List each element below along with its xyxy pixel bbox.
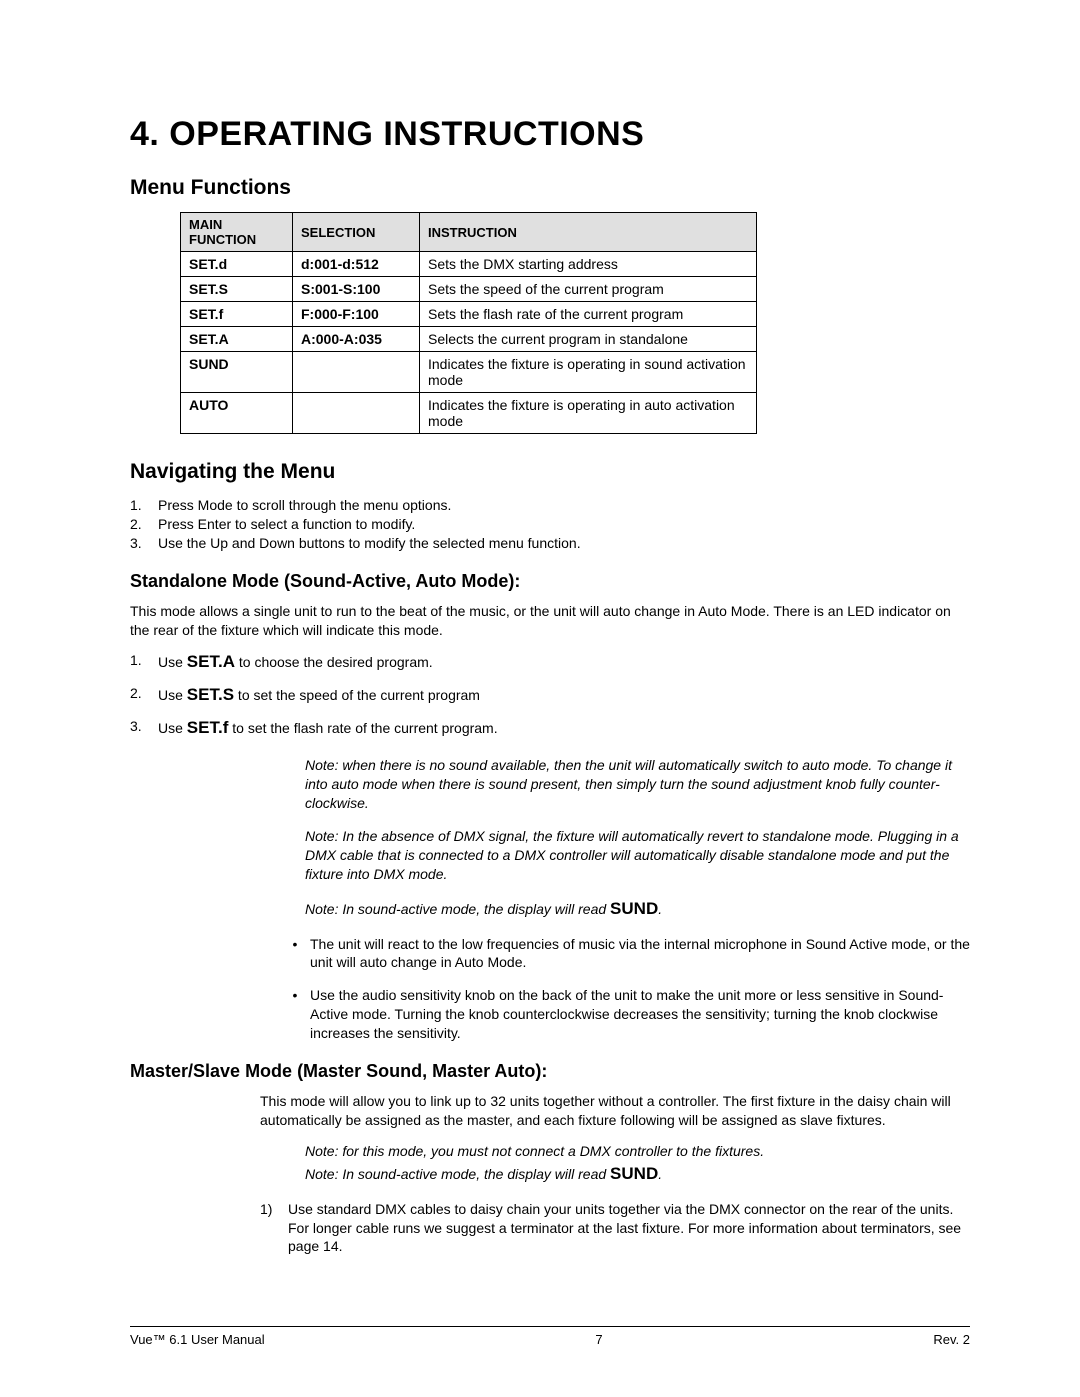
text: Use	[158, 687, 187, 703]
standalone-notes: Note: when there is no sound available, …	[305, 756, 970, 920]
cell-sel: A:000-A:035	[293, 327, 420, 352]
table-row: SET.d d:001-d:512 Sets the DMX starting …	[181, 252, 757, 277]
cell-fn: SET.A	[181, 327, 293, 352]
step-text: Press Enter to select a function to modi…	[158, 515, 415, 534]
list-item: • Use the audio sensitivity knob on the …	[280, 986, 970, 1043]
list-item: 1. Use SET.A to choose the desired progr…	[130, 651, 970, 674]
cell-fn: SET.f	[181, 302, 293, 327]
master-slave-steps: 1) Use standard DMX cables to daisy chai…	[260, 1200, 970, 1257]
cell-fn: SET.S	[181, 277, 293, 302]
keyword: SUND	[610, 1164, 658, 1183]
cell-ins: Selects the current program in standalon…	[420, 327, 757, 352]
footer-left: Vue™ 6.1 User Manual	[130, 1332, 265, 1347]
col-instruction: INSTRUCTION	[420, 213, 757, 252]
list-item: 3.Use the Up and Down buttons to modify …	[130, 534, 970, 553]
keyword: SET.S	[187, 685, 234, 704]
table-row: SET.f F:000-F:100 Sets the flash rate of…	[181, 302, 757, 327]
footer-right: Rev. 2	[933, 1332, 970, 1347]
table-header-row: MAIN FUNCTION SELECTION INSTRUCTION	[181, 213, 757, 252]
heading-navigating-menu: Navigating the Menu	[130, 460, 970, 484]
cell-sel	[293, 352, 420, 393]
step-text: Use standard DMX cables to daisy chain y…	[288, 1200, 970, 1257]
list-item: 1) Use standard DMX cables to daisy chai…	[260, 1200, 970, 1257]
standalone-bullets: • The unit will react to the low frequen…	[280, 935, 970, 1043]
cell-sel: F:000-F:100	[293, 302, 420, 327]
list-item: 2. Use SET.S to set the speed of the cur…	[130, 684, 970, 707]
bullet-text: Use the audio sensitivity knob on the ba…	[310, 986, 970, 1043]
cell-sel: d:001-d:512	[293, 252, 420, 277]
num: 1.	[130, 496, 158, 515]
cell-sel: S:001-S:100	[293, 277, 420, 302]
cell-sel	[293, 393, 420, 434]
heading-master-slave-mode: Master/Slave Mode (Master Sound, Master …	[130, 1061, 970, 1082]
cell-ins: Sets the DMX starting address	[420, 252, 757, 277]
bullet-icon: •	[280, 935, 310, 973]
page-title: 4. OPERATING INSTRUCTIONS	[130, 115, 970, 154]
text: to set the speed of the current program	[234, 687, 480, 703]
text: Use	[158, 720, 187, 736]
text: Use	[158, 654, 187, 670]
page-footer: Vue™ 6.1 User Manual 7 Rev. 2	[130, 1326, 970, 1347]
list-item: 3. Use SET.f to set the flash rate of th…	[130, 717, 970, 740]
text: Note: In sound-active mode, the display …	[305, 901, 610, 917]
standalone-steps: 1. Use SET.A to choose the desired progr…	[130, 651, 970, 740]
keyword: SET.f	[187, 718, 229, 737]
step-text: Press Mode to scroll through the menu op…	[158, 496, 451, 515]
note-text: Note: In the absence of DMX signal, the …	[305, 827, 970, 884]
text: to set the flash rate of the current pro…	[228, 720, 497, 736]
col-main-function: MAIN FUNCTION	[181, 213, 293, 252]
standalone-intro: This mode allows a single unit to run to…	[130, 602, 970, 640]
table-row: AUTO Indicates the fixture is operating …	[181, 393, 757, 434]
cell-ins: Indicates the fixture is operating in au…	[420, 393, 757, 434]
col-selection: SELECTION	[293, 213, 420, 252]
num: 3.	[130, 717, 158, 740]
cell-fn: SUND	[181, 352, 293, 393]
master-slave-notes: Note: for this mode, you must not connec…	[305, 1142, 970, 1186]
note-text: Note: for this mode, you must not connec…	[305, 1142, 970, 1161]
master-slave-intro: This mode will allow you to link up to 3…	[260, 1092, 970, 1130]
num: 2.	[130, 515, 158, 534]
text: to choose the desired program.	[235, 654, 433, 670]
step-text: Use SET.A to choose the desired program.	[158, 651, 433, 674]
text: Note: In sound-active mode, the display …	[305, 1166, 610, 1182]
text: .	[658, 901, 662, 917]
menu-functions-table: MAIN FUNCTION SELECTION INSTRUCTION SET.…	[180, 212, 757, 434]
step-text: Use SET.f to set the flash rate of the c…	[158, 717, 498, 740]
num: 1)	[260, 1200, 288, 1257]
num: 1.	[130, 651, 158, 674]
document-page: 4. OPERATING INSTRUCTIONS Menu Functions…	[0, 0, 1080, 1397]
cell-ins: Indicates the fixture is operating in so…	[420, 352, 757, 393]
nav-steps-list: 1.Press Mode to scroll through the menu …	[130, 496, 970, 553]
heading-standalone-mode: Standalone Mode (Sound-Active, Auto Mode…	[130, 571, 970, 592]
list-item: • The unit will react to the low frequen…	[280, 935, 970, 973]
keyword: SET.A	[187, 652, 235, 671]
text: .	[658, 1166, 662, 1182]
note-text: Note: when there is no sound available, …	[305, 756, 970, 813]
table-row: SUND Indicates the fixture is operating …	[181, 352, 757, 393]
step-text: Use SET.S to set the speed of the curren…	[158, 684, 480, 707]
keyword: SUND	[610, 899, 658, 918]
num: 3.	[130, 534, 158, 553]
list-item: 2.Press Enter to select a function to mo…	[130, 515, 970, 534]
table-row: SET.S S:001-S:100 Sets the speed of the …	[181, 277, 757, 302]
cell-fn: SET.d	[181, 252, 293, 277]
bullet-icon: •	[280, 986, 310, 1043]
cell-ins: Sets the flash rate of the current progr…	[420, 302, 757, 327]
cell-ins: Sets the speed of the current program	[420, 277, 757, 302]
heading-menu-functions: Menu Functions	[130, 176, 970, 200]
note-text: Note: In sound-active mode, the display …	[305, 1163, 970, 1186]
list-item: 1.Press Mode to scroll through the menu …	[130, 496, 970, 515]
step-text: Use the Up and Down buttons to modify th…	[158, 534, 581, 553]
cell-fn: AUTO	[181, 393, 293, 434]
bullet-text: The unit will react to the low frequenci…	[310, 935, 970, 973]
num: 2.	[130, 684, 158, 707]
note-text: Note: In sound-active mode, the display …	[305, 898, 970, 921]
footer-page-number: 7	[595, 1332, 602, 1347]
table-row: SET.A A:000-A:035 Selects the current pr…	[181, 327, 757, 352]
